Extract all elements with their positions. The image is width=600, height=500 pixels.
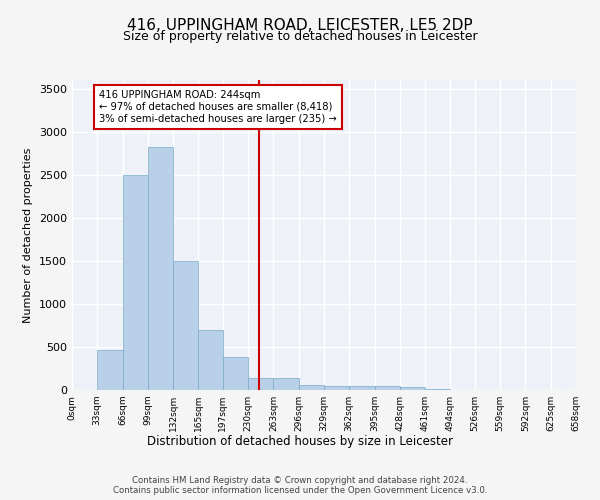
Bar [425, 389, 451, 390]
Bar [173, 261, 199, 390]
Bar [199, 330, 223, 390]
Text: 416, UPPINGHAM ROAD, LEICESTER, LE5 2DP: 416, UPPINGHAM ROAD, LEICESTER, LE5 2DP [127, 18, 473, 32]
Text: Size of property relative to detached houses in Leicester: Size of property relative to detached ho… [122, 30, 478, 43]
Bar [248, 378, 274, 390]
Text: 416 UPPINGHAM ROAD: 244sqm
← 97% of detached houses are smaller (8,418)
3% of se: 416 UPPINGHAM ROAD: 244sqm ← 97% of deta… [99, 90, 337, 124]
Bar [97, 350, 122, 390]
Bar [223, 357, 248, 390]
Bar [400, 388, 425, 390]
Bar [324, 386, 349, 390]
Text: Distribution of detached houses by size in Leicester: Distribution of detached houses by size … [147, 434, 453, 448]
Bar [122, 174, 148, 390]
Bar [299, 385, 324, 390]
Y-axis label: Number of detached properties: Number of detached properties [23, 148, 34, 322]
Text: Contains HM Land Registry data © Crown copyright and database right 2024.
Contai: Contains HM Land Registry data © Crown c… [113, 476, 487, 495]
Bar [148, 147, 173, 390]
Bar [274, 378, 299, 390]
Bar [374, 386, 400, 390]
Bar [349, 386, 374, 390]
